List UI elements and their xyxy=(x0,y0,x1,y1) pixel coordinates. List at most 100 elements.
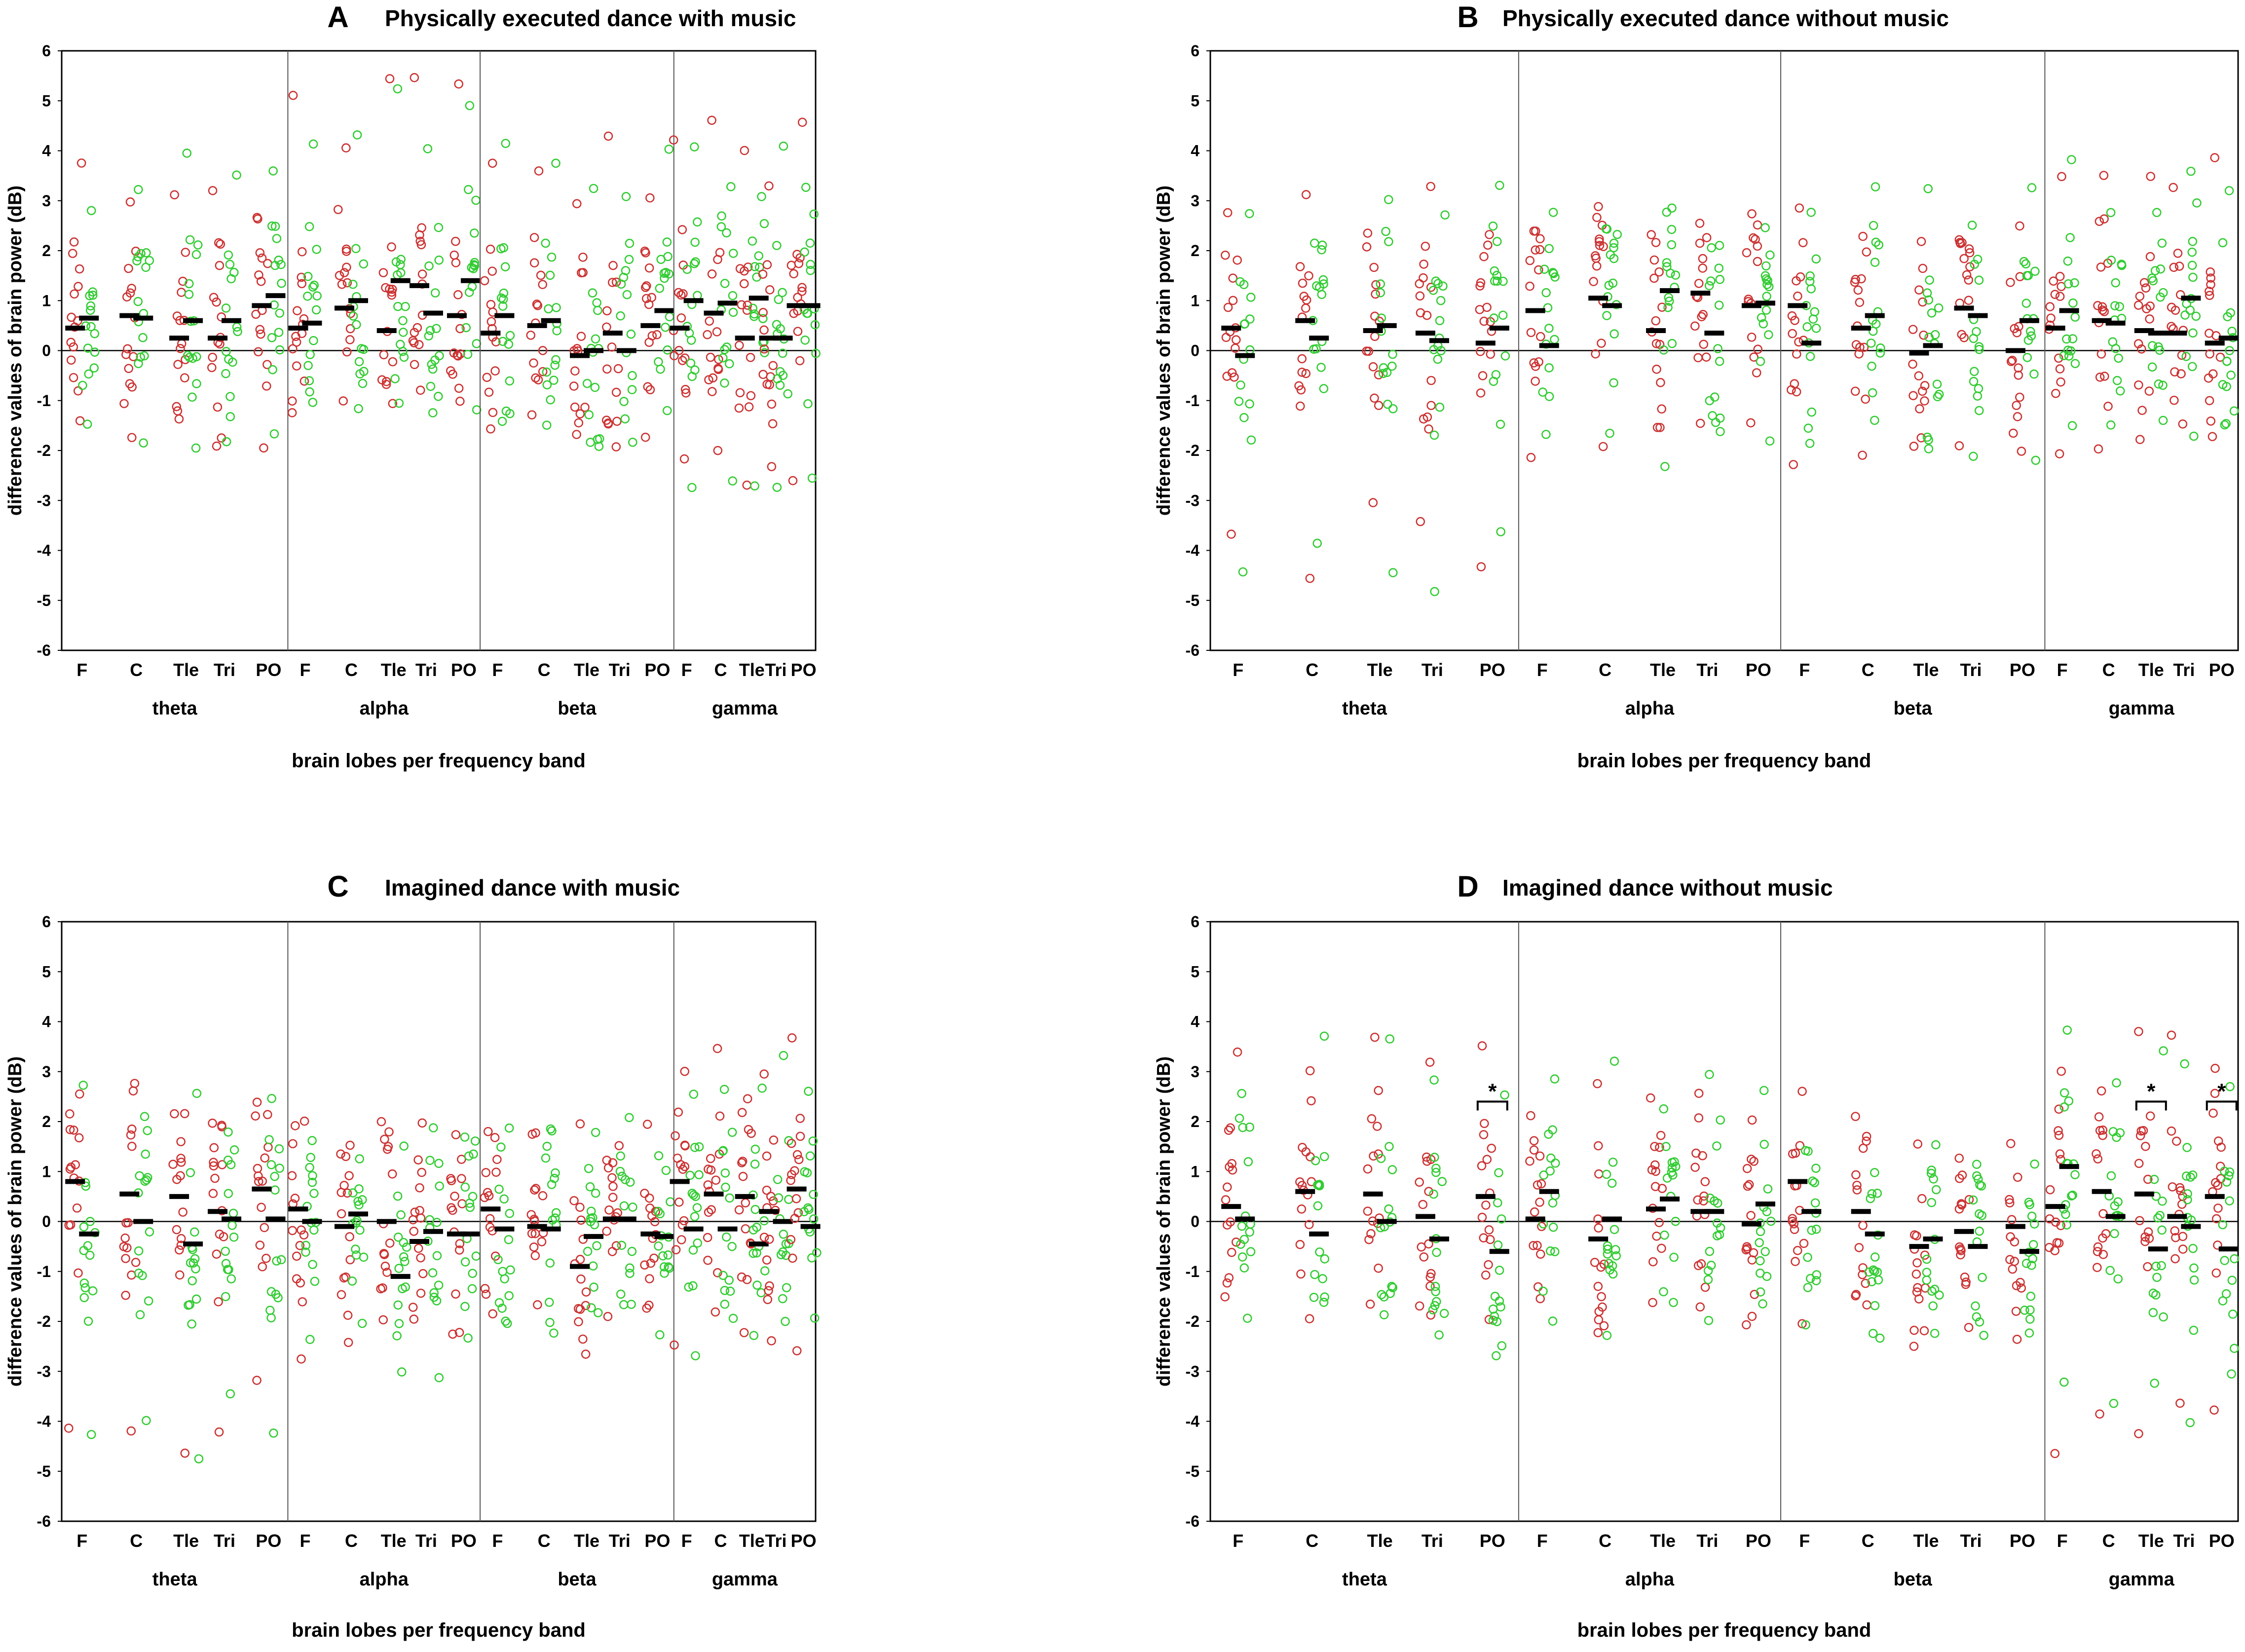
data-point-red xyxy=(1484,1260,1493,1270)
data-point-green xyxy=(1545,1166,1555,1176)
data-point-red xyxy=(1370,311,1380,321)
data-point-red xyxy=(2097,302,2107,312)
data-point-green xyxy=(398,1284,407,1293)
data-point-green xyxy=(2026,1291,2036,1301)
data-point-red xyxy=(2169,263,2179,272)
data-point-green xyxy=(1315,1247,1324,1257)
data-point-red xyxy=(1478,371,1488,380)
data-point-green xyxy=(551,355,561,365)
data-point-green xyxy=(2157,1225,2167,1235)
data-point-red xyxy=(1416,517,1425,526)
data-point-green xyxy=(758,314,768,323)
data-point-green xyxy=(1431,276,1441,286)
data-point-red xyxy=(707,269,717,279)
data-point-green xyxy=(665,1263,674,1273)
data-point-red xyxy=(1306,1152,1315,1162)
data-point-red xyxy=(1788,329,1797,338)
data-point-green xyxy=(472,405,482,414)
median-bar-red xyxy=(252,303,272,308)
data-point-red xyxy=(764,1235,774,1244)
data-point-red xyxy=(2206,267,2215,277)
data-point-green xyxy=(550,1213,560,1223)
data-point-green xyxy=(433,392,443,401)
lobe-label-PO: PO xyxy=(451,660,477,680)
data-point-red xyxy=(343,1338,353,1347)
data-point-red xyxy=(212,1249,222,1259)
data-point-red xyxy=(2056,377,2065,387)
data-point-green xyxy=(1384,1204,1393,1214)
data-point-green xyxy=(1765,436,1775,446)
data-point-green xyxy=(145,256,154,265)
median-bar-green xyxy=(1968,313,1988,318)
data-point-red xyxy=(1752,368,1761,377)
data-point-red xyxy=(1858,1263,1868,1273)
data-point-green xyxy=(1430,1301,1440,1311)
data-point-red xyxy=(538,367,548,376)
lobe-label-PO: PO xyxy=(2010,660,2035,680)
data-point-green xyxy=(749,1331,759,1340)
data-point-green xyxy=(469,1149,478,1159)
data-point-red xyxy=(1525,281,1534,291)
data-point-red xyxy=(410,73,419,82)
data-point-green xyxy=(1761,305,1771,315)
data-point-red xyxy=(1224,1273,1234,1282)
data-point-red xyxy=(2136,344,2146,354)
data-point-green xyxy=(1808,1176,1817,1186)
data-point-red xyxy=(1225,1162,1234,1172)
data-point-green xyxy=(1756,1227,1765,1237)
median-bar-red xyxy=(2167,1214,2187,1219)
data-point-green xyxy=(186,1258,195,1268)
lobe-label-Tle: Tle xyxy=(1367,1531,1393,1551)
data-point-red xyxy=(703,1233,712,1242)
data-point-red xyxy=(742,305,752,315)
data-point-red xyxy=(1749,1248,1759,1258)
data-point-green xyxy=(2025,1305,2035,1315)
data-point-red xyxy=(1742,248,1752,258)
data-point-green xyxy=(2183,1189,2192,1199)
data-point-green xyxy=(78,380,87,390)
data-point-red xyxy=(287,396,297,406)
data-point-green xyxy=(1317,245,1326,255)
data-point-red xyxy=(1479,1233,1489,1242)
data-point-red xyxy=(614,1141,624,1151)
data-point-green xyxy=(84,369,94,379)
data-point-red xyxy=(581,1301,591,1311)
data-point-red xyxy=(1862,1300,1871,1310)
data-point-green xyxy=(1811,324,1821,333)
median-bar-green xyxy=(1539,343,1559,348)
panel-letter: B xyxy=(1457,0,1478,34)
data-point-green xyxy=(1805,439,1815,448)
data-point-green xyxy=(688,1245,698,1255)
data-point-green xyxy=(1310,1156,1320,1165)
data-point-green xyxy=(1934,389,1944,399)
data-point-green xyxy=(656,364,665,374)
data-point-red xyxy=(1374,1263,1383,1273)
data-point-red xyxy=(743,1094,752,1104)
data-point-green xyxy=(661,322,670,332)
data-point-green xyxy=(2224,186,2234,195)
data-point-red xyxy=(175,1270,185,1280)
median-bar-red xyxy=(2045,325,2065,331)
data-point-red xyxy=(1227,1247,1236,1257)
data-point-red xyxy=(2170,395,2179,405)
data-point-green xyxy=(1388,404,1398,413)
data-point-red xyxy=(2134,380,2143,390)
data-point-green xyxy=(134,1268,144,1278)
data-point-red xyxy=(342,347,352,357)
data-point-red xyxy=(1305,1314,1314,1323)
data-point-green xyxy=(616,311,625,321)
data-point-red xyxy=(1694,279,1704,288)
data-point-green xyxy=(2188,272,2198,282)
data-point-green xyxy=(1428,286,1438,295)
data-point-red xyxy=(706,1154,715,1164)
data-point-red xyxy=(1529,1240,1538,1250)
data-point-red xyxy=(2205,291,2214,300)
data-point-green xyxy=(183,351,192,360)
data-point-red xyxy=(1699,339,1709,349)
data-point-green xyxy=(2222,381,2231,391)
data-point-green xyxy=(801,183,811,192)
data-point-red xyxy=(681,388,691,398)
significance-star: * xyxy=(2147,1080,2156,1104)
data-point-green xyxy=(272,1256,281,1266)
data-point-red xyxy=(417,223,426,232)
